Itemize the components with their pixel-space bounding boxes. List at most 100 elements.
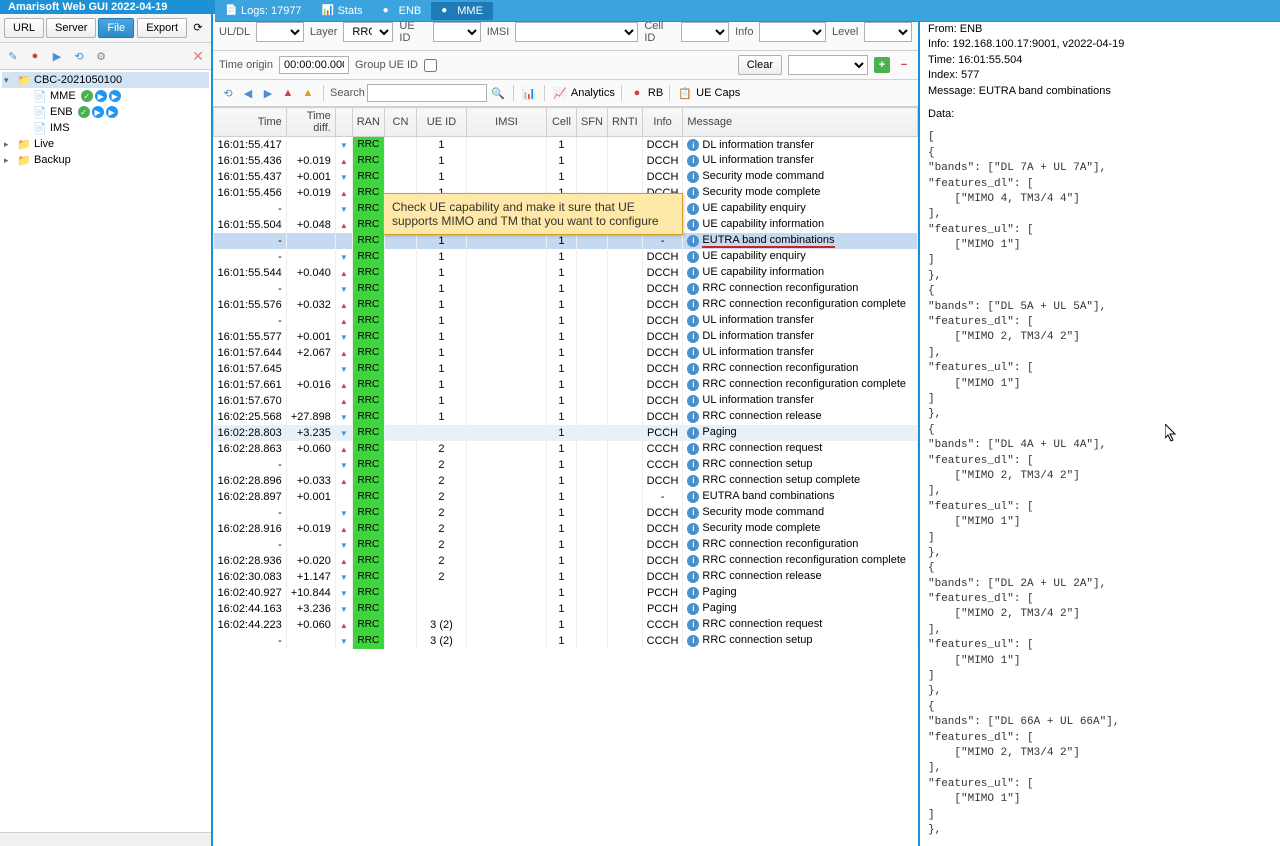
stop-icon[interactable]: ● [26,47,44,65]
file-button[interactable]: File [98,18,134,38]
tree-item[interactable]: 📄ENB✓▶▶ [2,104,209,120]
tree-toggle-icon[interactable]: ▸ [4,139,14,150]
table-row[interactable]: 16:02:44.223+0.060▲RRC3 (2)1CCCHiRRC con… [214,617,918,633]
blue-badge-icon: ▶ [92,106,104,118]
table-row[interactable]: -▼RRC21DCCHiRRC connection reconfigurati… [214,537,918,553]
table-row[interactable]: 16:02:28.936+0.020▲RRC21DCCHiRRC connect… [214,553,918,569]
table-row[interactable]: 16:01:55.576+0.032▲RRC11DCCHiRRC connect… [214,297,918,313]
cell [466,265,546,281]
close-icon[interactable]: ✕ [189,47,207,65]
column-header[interactable]: Message [683,108,918,137]
tab-stats[interactable]: 📊Stats [312,2,373,20]
column-header[interactable]: RAN [352,108,384,137]
clear-button[interactable]: Clear [738,55,782,75]
message-text: Security mode complete [702,522,820,534]
cell: 2 [416,473,466,489]
layer-select[interactable]: RRC [343,22,393,42]
tree-toggle-icon[interactable]: ▸ [4,155,14,166]
next-icon[interactable]: ▶ [259,84,277,102]
table-row[interactable]: 16:01:57.661+0.016▲RRC11DCCHiRRC connect… [214,377,918,393]
column-header[interactable]: IMSI [466,108,546,137]
reload-icon[interactable]: ⟲ [70,47,88,65]
message-text: UL information transfer [702,154,813,166]
uecaps-label[interactable]: UE Caps [696,87,740,99]
table-row[interactable]: 16:02:28.803+3.235▼RRC1PCCHiPaging [214,425,918,441]
warn2-icon[interactable]: ▲ [299,84,317,102]
analytics-icon[interactable]: 📈 [551,84,569,102]
cell [335,233,352,249]
column-header[interactable]: RNTI [607,108,642,137]
url-button[interactable]: URL [4,18,44,38]
cell [607,377,642,393]
rb-icon[interactable]: ● [628,84,646,102]
warn-icon[interactable]: ▲ [279,84,297,102]
rb-label[interactable]: RB [648,87,663,99]
chart-icon[interactable]: 📊 [520,84,538,102]
table-row[interactable]: 16:01:55.436+0.019▲RRC11DCCHiUL informat… [214,153,918,169]
remove-icon[interactable]: − [896,57,912,73]
table-row[interactable]: 16:02:30.083+1.147▼RRC21DCCHiRRC connect… [214,569,918,585]
prev-icon[interactable]: ◀ [239,84,257,102]
table-row[interactable]: 16:01:55.577+0.001▼RRC11DCCHiDL informat… [214,329,918,345]
cellid-select[interactable] [681,22,729,42]
column-header[interactable]: SFN [576,108,607,137]
clear-select[interactable] [788,55,868,75]
group-ueid-checkbox[interactable] [424,59,437,72]
uecaps-icon[interactable]: 📋 [676,84,694,102]
column-header[interactable]: Info [642,108,683,137]
table-row[interactable]: 16:02:28.863+0.060▲RRC21CCCHiRRC connect… [214,441,918,457]
analytics-label[interactable]: Analytics [571,87,615,99]
tree-item[interactable]: ▸📁Live [2,136,209,152]
binoculars-icon[interactable]: 🔍 [489,84,507,102]
refresh-icon[interactable]: ⟳ [189,18,207,36]
time-origin-input[interactable] [279,56,349,74]
sidebar-scrollbar[interactable] [0,832,211,846]
column-header[interactable] [335,108,352,137]
uldl-select[interactable] [256,22,304,42]
table-row[interactable]: -▼RRC11DCCHiRRC connection reconfigurati… [214,281,918,297]
wand-icon[interactable]: ✎ [4,47,22,65]
tab-logs[interactable]: 📄Logs: 17977 [215,2,312,20]
column-header[interactable]: Time diff. [286,108,335,137]
table-row[interactable]: 16:02:28.897+0.001RRC21-iEUTRA band comb… [214,489,918,505]
table-row[interactable]: 16:02:40.927+10.844▼RRC1PCCHiPaging [214,585,918,601]
settings-icon[interactable]: ⚙ [92,47,110,65]
level-select[interactable] [864,22,912,42]
table-row[interactable]: 16:01:57.644+2.067▲RRC11DCCHiUL informat… [214,345,918,361]
imsi-select[interactable] [515,22,638,42]
table-row[interactable]: -▼RRC21DCCHiSecurity mode command [214,505,918,521]
table-row[interactable]: -▼RRC21CCCHiRRC connection setup [214,457,918,473]
tree-item[interactable]: 📄IMS [2,120,209,136]
tab-enb[interactable]: ●ENB [373,2,432,20]
tree-item[interactable]: ▸📁Backup [2,152,209,168]
add-icon[interactable]: + [874,57,890,73]
column-header[interactable]: CN [384,108,416,137]
table-row[interactable]: 16:02:28.916+0.019▲RRC21DCCHiSecurity mo… [214,521,918,537]
tree-item[interactable]: ▾📁CBC-2021050100 [2,72,209,88]
table-row[interactable]: 16:02:44.163+3.236▼RRC1PCCHiPaging [214,601,918,617]
tree-item[interactable]: 📄MME✓▶▶ [2,88,209,104]
table-row[interactable]: -▼RRC11DCCHiUE capability enquiry [214,249,918,265]
table-row[interactable]: 16:01:55.437+0.001▼RRC11DCCHiSecurity mo… [214,169,918,185]
server-button[interactable]: Server [46,18,96,38]
table-row[interactable]: 16:02:25.568+27.898▼RRC11DCCHiRRC connec… [214,409,918,425]
table-row[interactable]: 16:01:55.544+0.040▲RRC11DCCHiUE capabili… [214,265,918,281]
cell: 1 [546,441,576,457]
reload-log-icon[interactable]: ⟲ [219,84,237,102]
info-select[interactable] [759,22,826,42]
table-row[interactable]: 16:01:57.670▲RRC11DCCHiUL information tr… [214,393,918,409]
table-row[interactable]: 16:02:28.896+0.033▲RRC21DCCHiRRC connect… [214,473,918,489]
table-row[interactable]: -▼RRC3 (2)1CCCHiRRC connection setup [214,633,918,649]
play-icon[interactable]: ▶ [48,47,66,65]
table-row[interactable]: 16:01:55.417▼RRC11DCCHiDL information tr… [214,137,918,153]
table-row[interactable]: -▲RRC11DCCHiUL information transfer [214,313,918,329]
table-row[interactable]: 16:01:57.645▼RRC11DCCHiRRC connection re… [214,361,918,377]
column-header[interactable]: Cell [546,108,576,137]
ueid-select[interactable] [433,22,481,42]
tree-toggle-icon[interactable]: ▾ [4,75,14,86]
tab-mme[interactable]: ●MME [431,2,493,20]
column-header[interactable]: Time [214,108,287,137]
column-header[interactable]: UE ID [416,108,466,137]
search-input[interactable] [367,84,487,102]
export-button[interactable]: Export [137,18,187,38]
